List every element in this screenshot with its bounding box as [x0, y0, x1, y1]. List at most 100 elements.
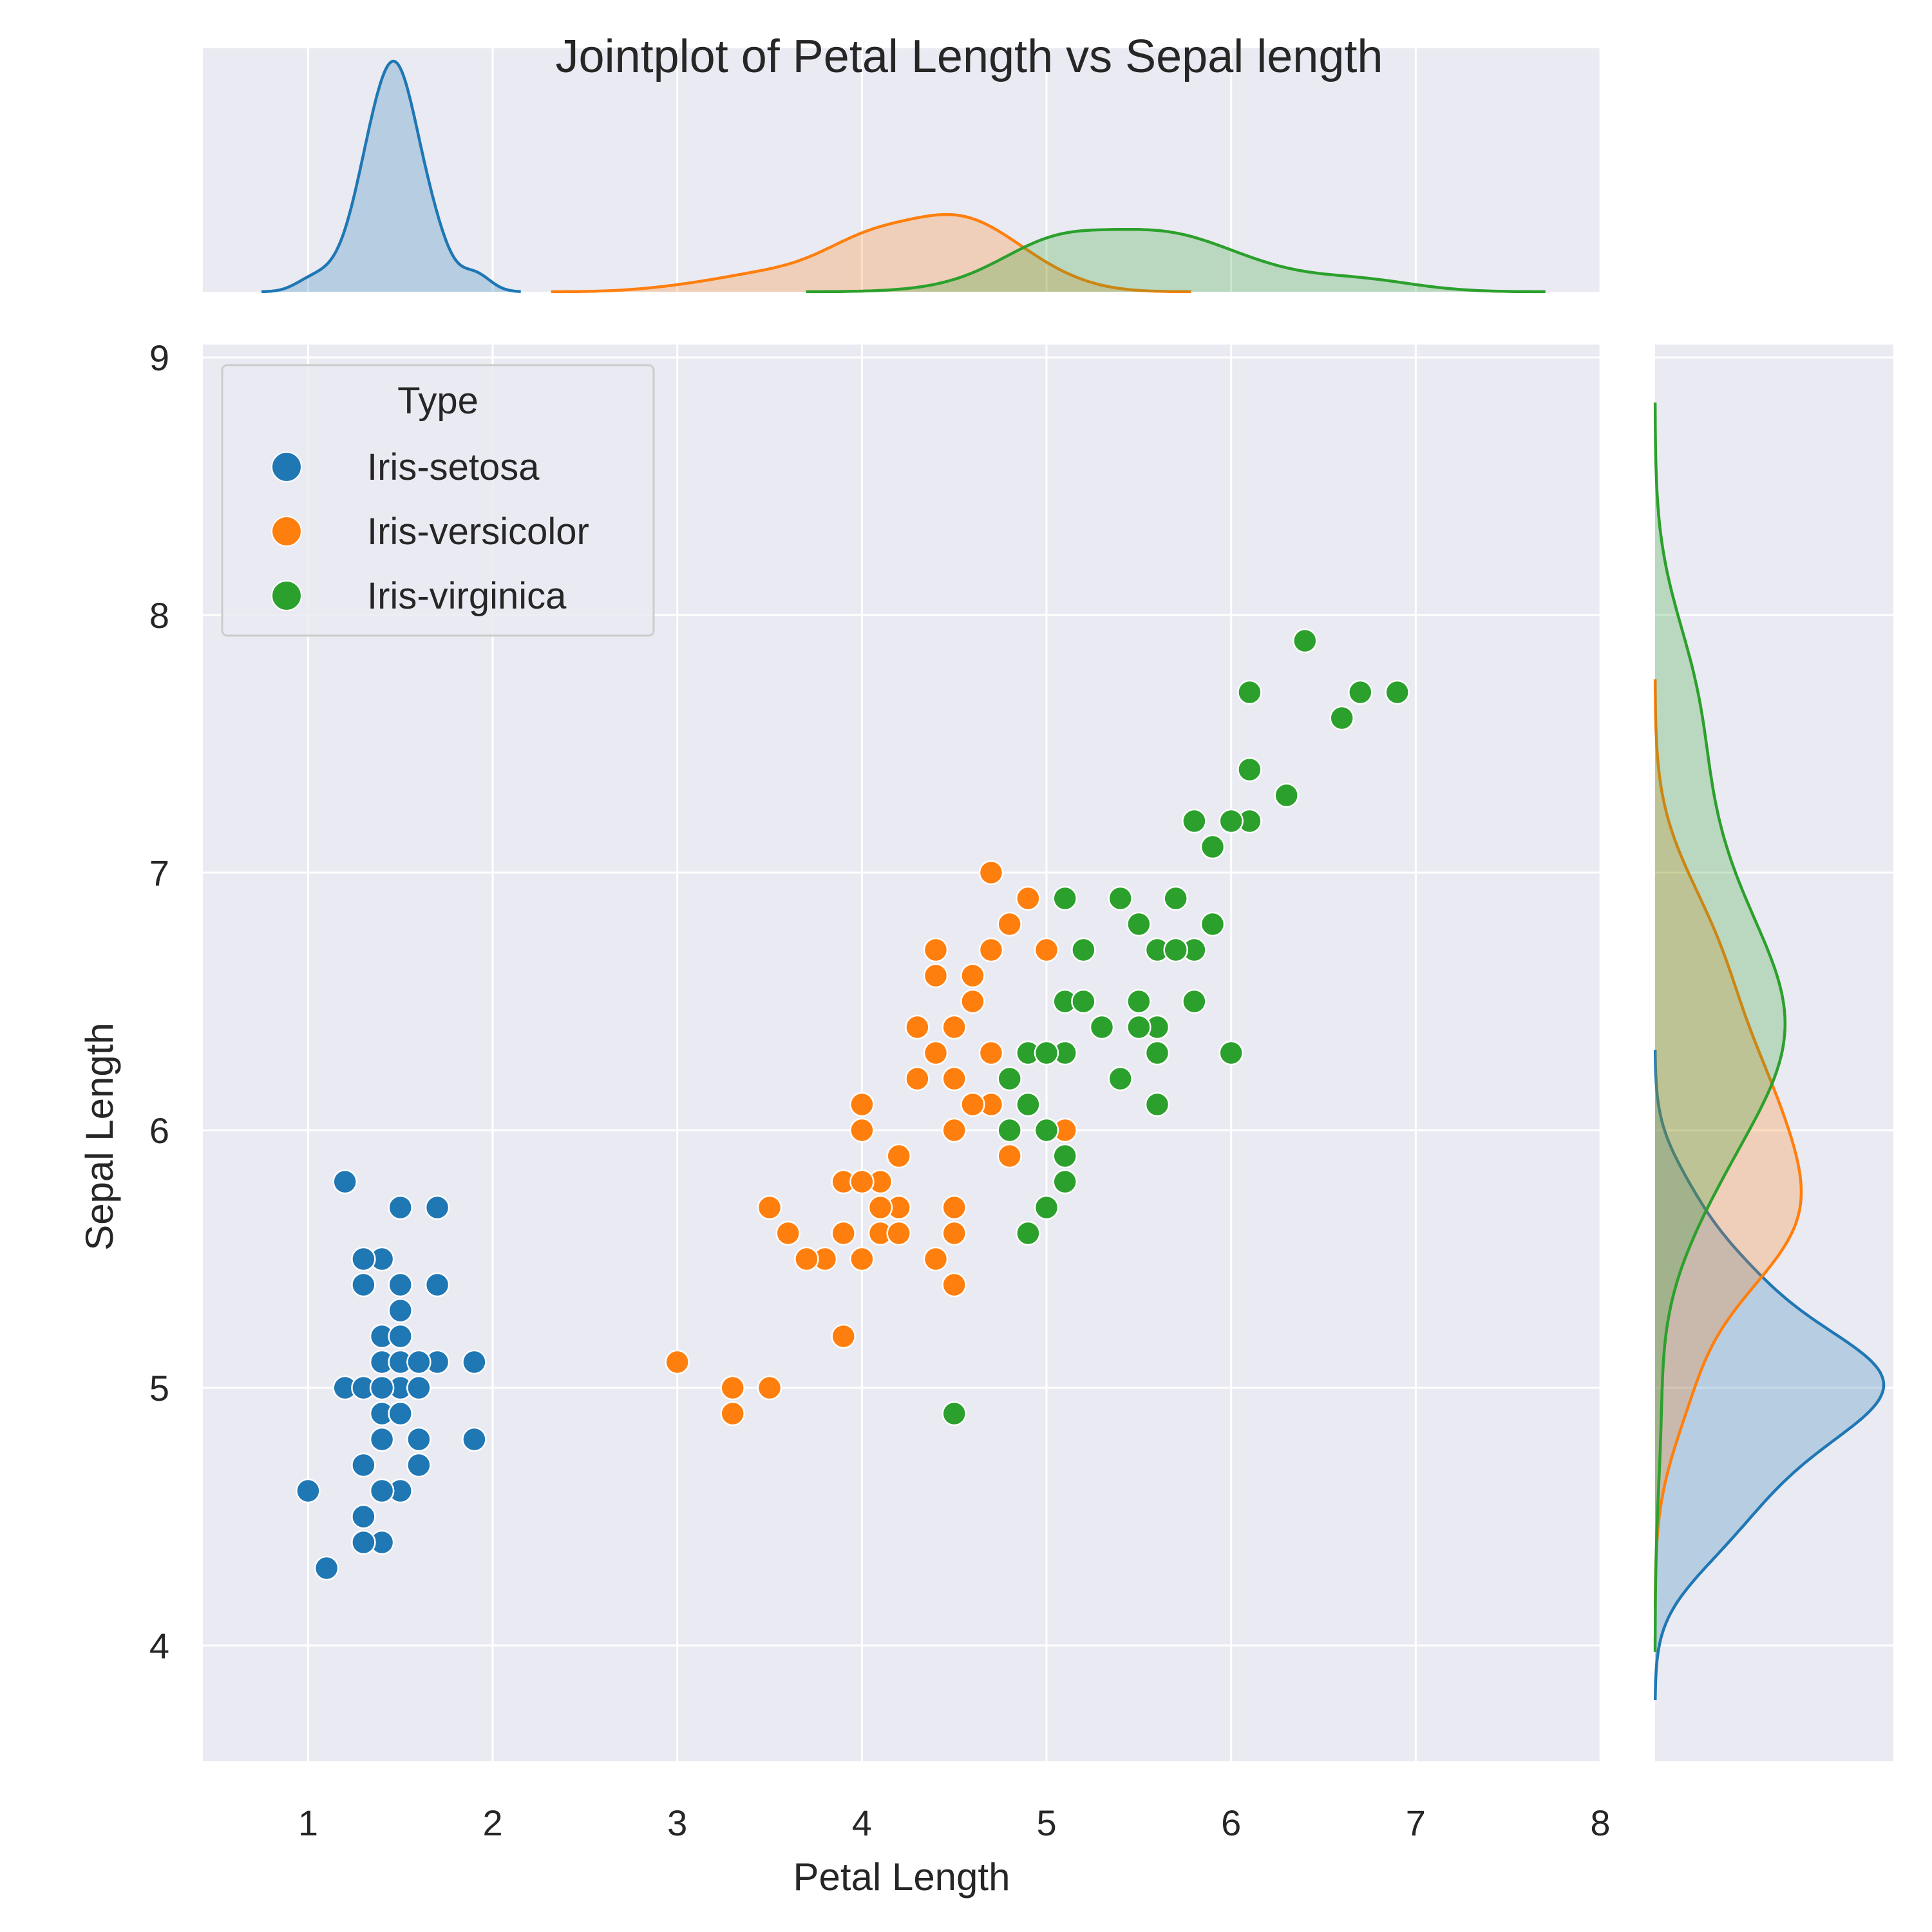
right-kde-line: [1653, 1049, 1886, 1701]
scatter-point: [1016, 1220, 1041, 1246]
scatter-point: [1237, 679, 1262, 705]
scatter-point: [1052, 1143, 1077, 1169]
scatter-point: [849, 1169, 875, 1195]
scatter-point: [1126, 1014, 1151, 1040]
scatter-point: [886, 1220, 911, 1246]
chart-title: Jointplot of Petal Length vs Sepal lengt…: [556, 31, 1383, 82]
scatter-point: [942, 1066, 967, 1092]
y-tick-label: 8: [149, 595, 169, 636]
scatter-point: [942, 1272, 967, 1298]
scatter-point: [775, 1220, 800, 1246]
scatter-point: [406, 1426, 431, 1452]
scatter-point: [1108, 1066, 1133, 1092]
scatter-point: [462, 1349, 487, 1375]
scatter-point: [351, 1504, 376, 1530]
legend-title: Type: [397, 380, 478, 422]
scatter-point: [849, 1092, 875, 1117]
axes: 1 2 3 4 5 6 7 8 4 5 6 7 8 9: [149, 337, 1611, 1843]
scatter-point: [406, 1349, 431, 1375]
scatter-point: [1293, 628, 1318, 654]
scatter-point: [1052, 1169, 1077, 1195]
scatter-point: [1034, 937, 1059, 963]
scatter-point: [905, 1014, 930, 1040]
scatter-point: [1034, 1195, 1059, 1220]
right-plot-area: [1655, 345, 1893, 1761]
scatter-point: [720, 1375, 745, 1401]
scatter-point: [462, 1426, 487, 1452]
scatter-point: [1385, 679, 1410, 705]
scatter-point: [1052, 886, 1077, 911]
scatter-point: [905, 1066, 930, 1092]
scatter-point: [351, 1272, 376, 1298]
top-plot-area: [203, 48, 1600, 292]
legend-box: [221, 364, 655, 637]
scatter-point: [1071, 937, 1096, 963]
scatter-point: [1182, 808, 1207, 834]
scatter-point: [1016, 1092, 1041, 1117]
top-kde-fill: [806, 229, 1546, 292]
x-tick-label: 3: [667, 1803, 687, 1843]
legend: Type Iris-setosa Iris-versicolor Iris-virgi…: [221, 364, 655, 637]
scatter-point: [942, 1014, 967, 1040]
scatter-point: [369, 1426, 395, 1452]
scatter-point: [997, 911, 1022, 937]
scatter-point: [923, 1246, 949, 1272]
scatter-point: [332, 1169, 357, 1195]
scatter-point: [369, 1375, 395, 1401]
scatter-point: [942, 1195, 967, 1220]
scatter-point: [867, 1195, 893, 1220]
scatter-point: [1218, 1040, 1244, 1066]
top-marginal-panel: [203, 48, 1602, 294]
scatter-point: [1329, 705, 1354, 731]
legend-marker: [271, 516, 302, 547]
scatter-point: [1016, 886, 1041, 911]
scatter-point: [849, 1117, 875, 1143]
scatter-point: [1274, 782, 1299, 808]
scatter-point: [942, 1401, 967, 1426]
scatter-point: [1126, 989, 1151, 1014]
scatter-point: [388, 1195, 413, 1220]
scatter-point: [960, 963, 985, 989]
scatter-point: [1034, 1040, 1059, 1066]
scatter-point: [886, 1143, 911, 1169]
scatter-point: [388, 1323, 413, 1349]
y-tick-label: 4: [149, 1625, 169, 1666]
scatter-point: [388, 1298, 413, 1323]
y-tick-label: 7: [149, 853, 169, 893]
scatter-point: [960, 989, 985, 1014]
scatter-point: [831, 1323, 856, 1349]
scatter-point: [388, 1272, 413, 1298]
y-tick-label: 6: [149, 1110, 169, 1151]
scatter-point: [1163, 886, 1188, 911]
right-marginal-panel: [1653, 345, 1893, 1761]
scatter-point: [424, 1272, 450, 1298]
scatter-point: [849, 1246, 875, 1272]
x-tick-label: 7: [1406, 1803, 1426, 1843]
top-kde-line: [551, 213, 1191, 294]
x-tick-label: 5: [1036, 1803, 1056, 1843]
right-kde-fill: [1655, 1050, 1884, 1700]
scatter-point: [1182, 989, 1207, 1014]
scatter-point: [351, 1246, 376, 1272]
scatter-point: [1200, 911, 1226, 937]
top-kde-fill: [261, 61, 521, 292]
scatter-point: [351, 1530, 376, 1555]
scatter-point: [665, 1349, 690, 1375]
top-kde-line: [806, 227, 1546, 294]
top-kde-fill: [551, 214, 1191, 292]
scatter-point: [1089, 1014, 1115, 1040]
scatter-point: [1144, 1040, 1170, 1066]
scatter-point: [369, 1478, 395, 1504]
scatter-point: [960, 1092, 985, 1117]
x-tick-label: 2: [482, 1803, 502, 1843]
scatter-point: [978, 1040, 1004, 1066]
scatter-point: [1144, 1092, 1170, 1117]
scatter-point: [720, 1401, 745, 1426]
scatter-point: [757, 1195, 782, 1220]
y-tick-label: 9: [149, 337, 169, 378]
legend-label: Iris-virginica: [367, 575, 567, 617]
scatter-point: [1108, 886, 1133, 911]
scatter-point: [923, 1040, 949, 1066]
scatter-point: [406, 1375, 431, 1401]
